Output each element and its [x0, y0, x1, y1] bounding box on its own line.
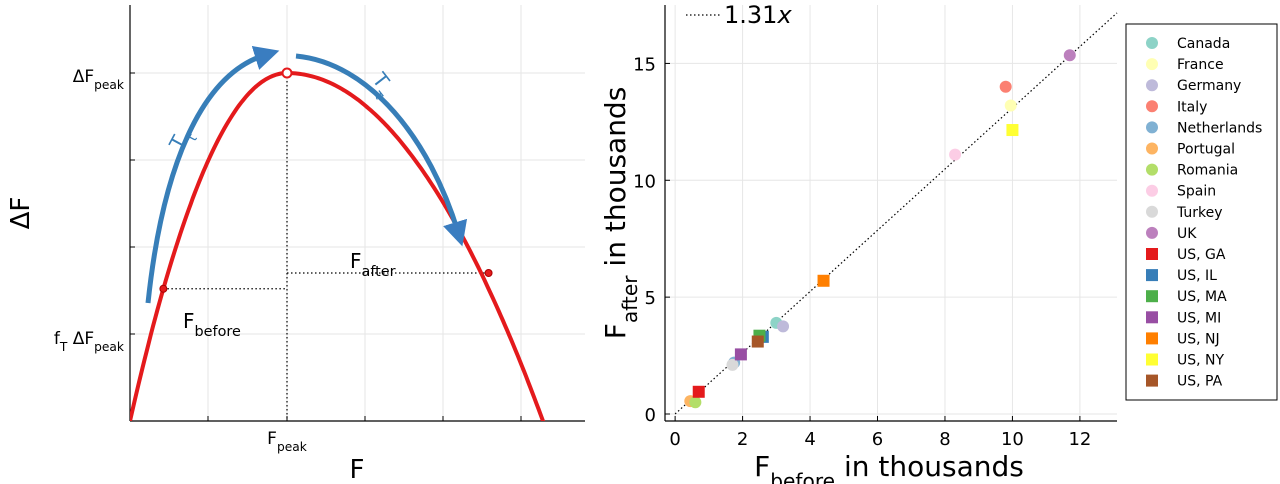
legend-swatch	[1146, 184, 1158, 197]
x-tick-label-peak: Fpeak	[267, 429, 308, 454]
point-france	[1004, 99, 1017, 112]
point-us-nj	[817, 274, 830, 287]
legend-swatch	[1146, 290, 1158, 303]
legend-label: Portugal	[1177, 142, 1235, 158]
x-axis-label: Fbefore in thousands	[754, 450, 1024, 484]
y-tick-label: 15	[633, 54, 656, 75]
legend-swatch	[1146, 142, 1158, 155]
arrow-falling	[295, 53, 468, 247]
x-tick-label: 0	[669, 429, 680, 450]
legend-swatch	[1146, 163, 1158, 176]
y-tick-label: 5	[645, 288, 656, 309]
y-tick-label: 0	[645, 405, 656, 426]
point-us-mi	[734, 348, 747, 361]
x-tick-label: 6	[872, 429, 883, 450]
legend-swatch	[1146, 353, 1158, 366]
legend-label: Turkey	[1176, 205, 1223, 221]
point-us-pa	[751, 335, 764, 348]
x-tick-label: 12	[1068, 429, 1091, 450]
fit-line	[674, 12, 1118, 415]
scatter-chart: 0 2 4 6 8 10 12 0 5 10 15 1.31x Fbefore in thousands…	[599, 1, 1278, 484]
legend-label: Canada	[1177, 36, 1230, 52]
point-romania	[689, 396, 702, 409]
legend-label: US, IL	[1177, 268, 1217, 284]
legend-label: Germany	[1177, 78, 1241, 94]
legend-swatch	[1146, 226, 1158, 239]
point-us-ga	[692, 385, 705, 398]
y-tick-label-peak: ΔFpeak	[73, 67, 125, 92]
legend-label: UK	[1177, 226, 1197, 242]
x-tick-label: 8	[939, 429, 950, 450]
legend-label: US, MA	[1177, 289, 1227, 305]
x-axis-label: F	[350, 455, 365, 484]
legend-swatch	[1146, 121, 1158, 134]
legend-swatch	[1146, 332, 1158, 345]
y-axis-label: Fafter in thousands	[599, 87, 642, 340]
peak-marker	[281, 67, 293, 79]
legend-swatch	[1146, 374, 1158, 387]
after-marker	[484, 269, 493, 277]
point-spain	[949, 148, 962, 161]
legend-label: Spain	[1177, 184, 1216, 200]
legend-swatch	[1146, 311, 1158, 324]
legend-label: Netherlands	[1177, 120, 1262, 136]
y-axis-label: ΔF	[6, 197, 36, 230]
legend-label: Romania	[1177, 163, 1238, 179]
curve	[130, 71, 546, 421]
legend-label: US, NJ	[1177, 331, 1220, 347]
y-tick-label-ft: fT ΔFpeak	[54, 329, 125, 354]
y-tick-label: 10	[633, 171, 656, 192]
point-germany	[777, 320, 790, 333]
point-uk	[1063, 49, 1076, 62]
label-f-before: Fbefore	[183, 309, 241, 340]
legend-label: Italy	[1177, 99, 1207, 115]
legend-swatch	[1146, 248, 1158, 260]
legend-swatch	[1146, 205, 1158, 218]
legend-swatch	[1146, 37, 1158, 49]
point-italy	[999, 80, 1012, 93]
x-tick-label: 2	[737, 429, 748, 450]
label-f-after: Fafter	[350, 249, 396, 280]
legend-label: France	[1177, 57, 1224, 73]
arrow-rising	[145, 46, 280, 304]
arrow-label-left: Tτ	[164, 124, 202, 158]
legend-swatch	[1146, 100, 1158, 113]
legend-label: US, MI	[1177, 310, 1221, 326]
before-marker	[159, 284, 168, 293]
x-tick-label: 4	[804, 429, 815, 450]
legend-label: US, NY	[1177, 353, 1225, 369]
x-tick-label: 10	[1001, 429, 1024, 450]
legend-label: US, GA	[1177, 247, 1226, 263]
legend-label: US, PA	[1177, 374, 1223, 390]
point-turkey	[726, 358, 739, 371]
legend-swatch	[1146, 269, 1158, 282]
legend-swatch	[1146, 79, 1158, 92]
legend-swatch	[1146, 58, 1158, 71]
fit-key-label: 1.31x	[724, 1, 792, 29]
point-us-ny	[1006, 124, 1019, 137]
